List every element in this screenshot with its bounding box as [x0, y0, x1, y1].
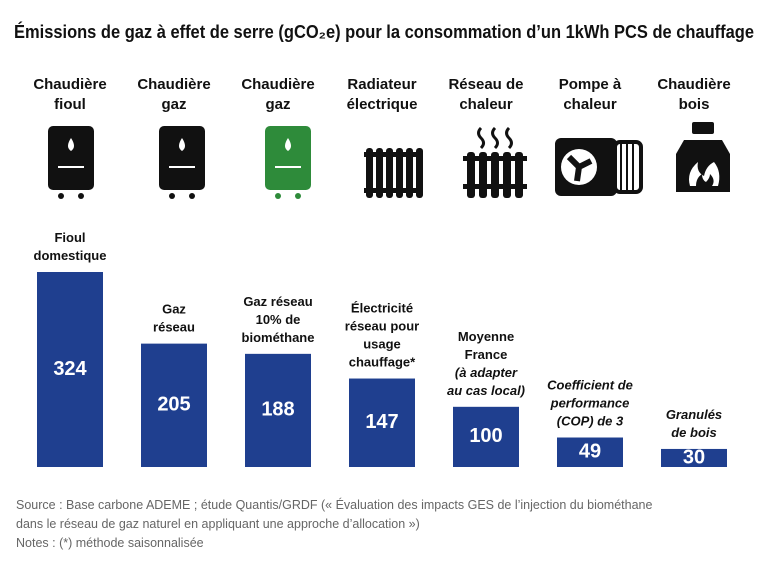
value-label: 324: [53, 358, 87, 380]
value-label: 147: [365, 411, 398, 433]
source: Source : Base carbone ADEME ; étude Quan…: [16, 498, 653, 531]
bar-label: biométhane: [242, 330, 315, 345]
category-label: Réseau de: [448, 76, 523, 93]
bar: [349, 378, 415, 467]
bar: [141, 343, 207, 467]
bar-label: de bois: [671, 425, 717, 440]
bar-label: Granulés: [666, 407, 722, 422]
category-label: chaleur: [459, 96, 513, 113]
category-label: bois: [679, 96, 710, 113]
bar: [453, 406, 519, 467]
value-label: 49: [579, 441, 601, 463]
category-label: Chaudière: [241, 76, 314, 93]
icons: [48, 122, 730, 199]
chart: Émissions de gaz à effet de serre (gCO₂e…: [14, 21, 754, 468]
bar-label: (COP) de 3: [557, 414, 624, 429]
icon-boiler-green: [265, 126, 311, 199]
chart-title: Émissions de gaz à effet de serre (gCO₂e…: [14, 21, 754, 42]
bar-label: Fioul: [54, 230, 85, 245]
category-label: Chaudière: [657, 76, 730, 93]
bar-label: réseau: [153, 320, 195, 335]
bar-label: domestique: [34, 248, 107, 263]
value-label: 205: [157, 394, 190, 416]
bar-label: Coefficient de: [547, 378, 633, 393]
bar: [557, 437, 623, 467]
bar-label: (à adapter: [455, 365, 518, 380]
category-label: électrique: [347, 96, 418, 113]
icon-heat-network: [463, 126, 527, 198]
value-label: 100: [469, 425, 502, 447]
bar-label: au cas local): [447, 383, 525, 398]
category-label: gaz: [265, 96, 290, 113]
icon-heat-pump: [555, 138, 643, 196]
bar-label: France: [465, 347, 508, 362]
category-label: Chaudière: [137, 76, 210, 93]
category-label: Radiateur: [347, 76, 416, 93]
bar-label: Électricité: [351, 301, 413, 316]
icon-boiler: [48, 126, 94, 199]
bar-label: performance: [550, 396, 630, 411]
bar-label: usage: [363, 337, 401, 352]
icon-boiler: [159, 126, 205, 199]
bar-label: chauffage*: [349, 355, 416, 370]
bar: [37, 272, 103, 467]
bar: [661, 448, 727, 467]
value-label: 188: [261, 399, 294, 421]
category-label: fioul: [54, 96, 86, 113]
category-label: Pompe à: [559, 76, 622, 93]
notes: Notes : (*) méthode saisonnalisée: [16, 536, 204, 550]
bar-label: Moyenne: [458, 329, 514, 344]
bar-label: réseau pour: [345, 319, 419, 334]
category-label: chaleur: [563, 96, 617, 113]
bar-label: Gaz: [162, 302, 186, 317]
value-label: 30: [683, 446, 705, 468]
bar-label: Gaz réseau: [243, 294, 312, 309]
category-label: gaz: [161, 96, 186, 113]
bar: [245, 353, 311, 467]
icon-radiator: [364, 148, 423, 198]
bar-label: 10% de: [256, 312, 301, 327]
footer: Source : Base carbone ADEME ; étude Quan…: [16, 496, 656, 553]
category-label: Chaudière: [33, 76, 106, 93]
icon-pellet-boiler: [676, 122, 730, 192]
